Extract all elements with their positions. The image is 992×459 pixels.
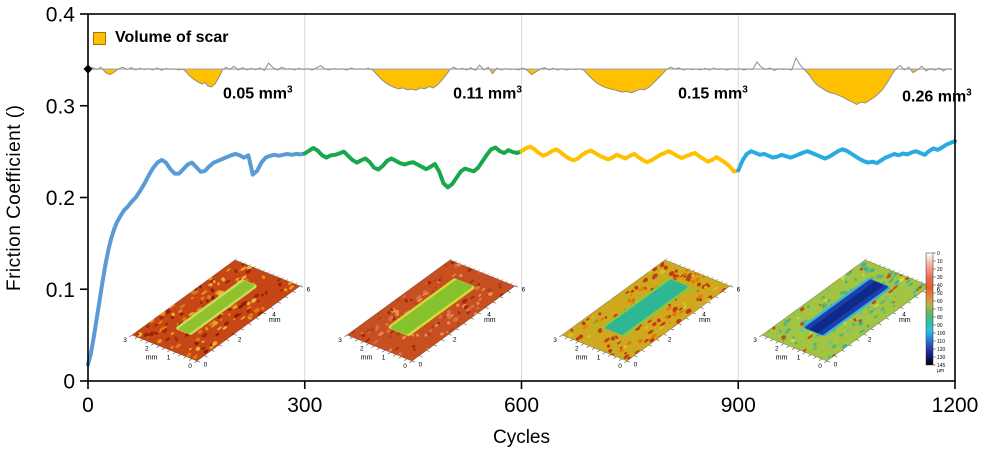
inset-axis-label: 0 <box>403 363 407 370</box>
wear-scar <box>605 279 688 335</box>
colorbar-tick-label: 40 <box>937 283 943 289</box>
colorbar-tick-label: 20 <box>937 267 943 273</box>
y-tick-label: 0.4 <box>46 4 76 27</box>
inset-axis-label: 2 <box>453 336 457 343</box>
inset-axis-label: 6 <box>937 286 941 293</box>
inset-axis-label: 0 <box>634 361 638 368</box>
inset-axis-label: 3 <box>553 337 557 344</box>
inset-axis-label: 4 <box>702 311 706 318</box>
inset-axis-label: 6 <box>522 286 526 293</box>
scar-volume-annotation: 0.26 mm3 <box>902 87 972 107</box>
inset-axis-label: 0 <box>188 363 192 370</box>
inset-axis-unit: mm <box>899 317 911 324</box>
inset-axis-unit: mm <box>146 354 158 361</box>
colorbar-tick-label: 110 <box>937 339 945 345</box>
inset-axis-label: 1 <box>382 354 386 361</box>
inset-axis-unit: mm <box>576 354 588 361</box>
x-tick-label: 0 <box>82 394 94 417</box>
inset-axis-label: 2 <box>145 346 149 353</box>
surface-texture <box>767 262 925 361</box>
inset-axis-label: 6 <box>737 286 741 293</box>
colorbar-tick-label: 0 <box>937 251 940 257</box>
colorbar-tick-label: 100 <box>937 331 946 337</box>
inset-axis-label: 2 <box>575 346 579 353</box>
surface-map-300-cycles: 3 2 1 0 0 2 4 6 mm mm <box>123 258 311 370</box>
wear-scar-core <box>810 281 883 333</box>
x-tick-label: 300 <box>287 394 322 417</box>
colorbar-tick-label: 50 <box>937 291 943 297</box>
friction-cycles-0-300 <box>86 151 307 367</box>
scar-volume-annotation: 0.11 mm3 <box>453 84 522 103</box>
wear-scar <box>391 279 472 335</box>
x-tick-label: 900 <box>721 394 756 417</box>
volume-of-scar-swatch-icon <box>93 31 106 45</box>
inset-axis-label: 4 <box>272 311 276 318</box>
inset-axis-label: 2 <box>238 336 242 343</box>
inset-axis-unit: mm <box>776 354 788 361</box>
colorbar-unit: µm <box>937 368 944 374</box>
scar-depth-profile-line <box>87 56 953 105</box>
inset-axis-unit: mm <box>269 317 281 324</box>
inset-axis-label: 2 <box>668 336 672 343</box>
scar-volume-annotation: 0.05 mm3 <box>222 84 293 103</box>
inset-axis-label: 0 <box>618 363 622 370</box>
colorbar-tick-label: 90 <box>937 323 943 329</box>
x-axis-title: Cycles <box>492 427 550 448</box>
y-tick-label: 0.2 <box>46 187 75 210</box>
colorbar-tick-label: 120 <box>937 347 946 353</box>
y-tick-label: 0 <box>63 371 75 394</box>
friction-cycles-900-1200 <box>736 139 957 173</box>
inset-axis-label: 4 <box>487 311 491 318</box>
wear-scar <box>178 280 255 334</box>
inset-axis-label: 0 <box>818 363 822 370</box>
inset-axis-label: 0 <box>834 361 838 368</box>
friction-cycles-300-600 <box>302 145 524 190</box>
y-tick-label: 0.1 <box>46 279 75 302</box>
x-tick-label: 600 <box>504 394 539 417</box>
legend: Volume of scar <box>93 29 229 47</box>
inset-axis-label: 1 <box>797 354 801 361</box>
inset-axis-label: 2 <box>868 336 872 343</box>
surface-map-900-cycles: 3 2 1 0 0 2 4 6 mm mm <box>553 258 741 370</box>
surface-texture <box>568 261 727 360</box>
y-tick-label: 0.3 <box>46 95 75 118</box>
inset-axis-unit: mm <box>484 317 496 324</box>
y-axis-title: Friction Coefficient () <box>4 104 25 291</box>
colorbar-tick-label: 60 <box>937 299 943 305</box>
inset-axis-label: 3 <box>753 337 757 344</box>
inset-axis-label: 0 <box>419 361 423 368</box>
inset-axis-label: 6 <box>307 286 311 293</box>
inset-axis-label: 1 <box>167 354 171 361</box>
legend-label: Volume of scar <box>115 29 229 46</box>
inset-axis-label: 3 <box>338 337 342 344</box>
inset-axis-label: 1 <box>597 354 601 361</box>
x-tick-label: 1200 <box>932 394 979 417</box>
surface-map-600-cycles: 3 2 1 0 0 2 4 6 mm mm <box>338 258 526 370</box>
inset-axis-label: 4 <box>902 311 906 318</box>
scar-volume-fill <box>95 69 953 105</box>
colorbar-tick-label: 130 <box>937 355 946 361</box>
colorbar-tick-label: 10 <box>937 259 943 265</box>
inset-axis-label: 2 <box>775 346 779 353</box>
friction-cycles-600-900 <box>519 144 741 174</box>
scar-volume-annotation: 0.15 mm3 <box>678 84 748 103</box>
inset-axis-unit: mm <box>361 354 373 361</box>
colorbar-tick-label: 145 <box>937 363 946 369</box>
colorbar-tick-label: 80 <box>937 315 943 321</box>
inset-axis-label: 2 <box>360 346 364 353</box>
inset-axis-label: 0 <box>204 361 208 368</box>
inset-axis-unit: mm <box>699 317 711 324</box>
colorbar-tick-label: 30 <box>937 275 943 281</box>
colorbar-tick-label: 70 <box>937 307 943 313</box>
inset-axis-label: 3 <box>123 337 127 344</box>
